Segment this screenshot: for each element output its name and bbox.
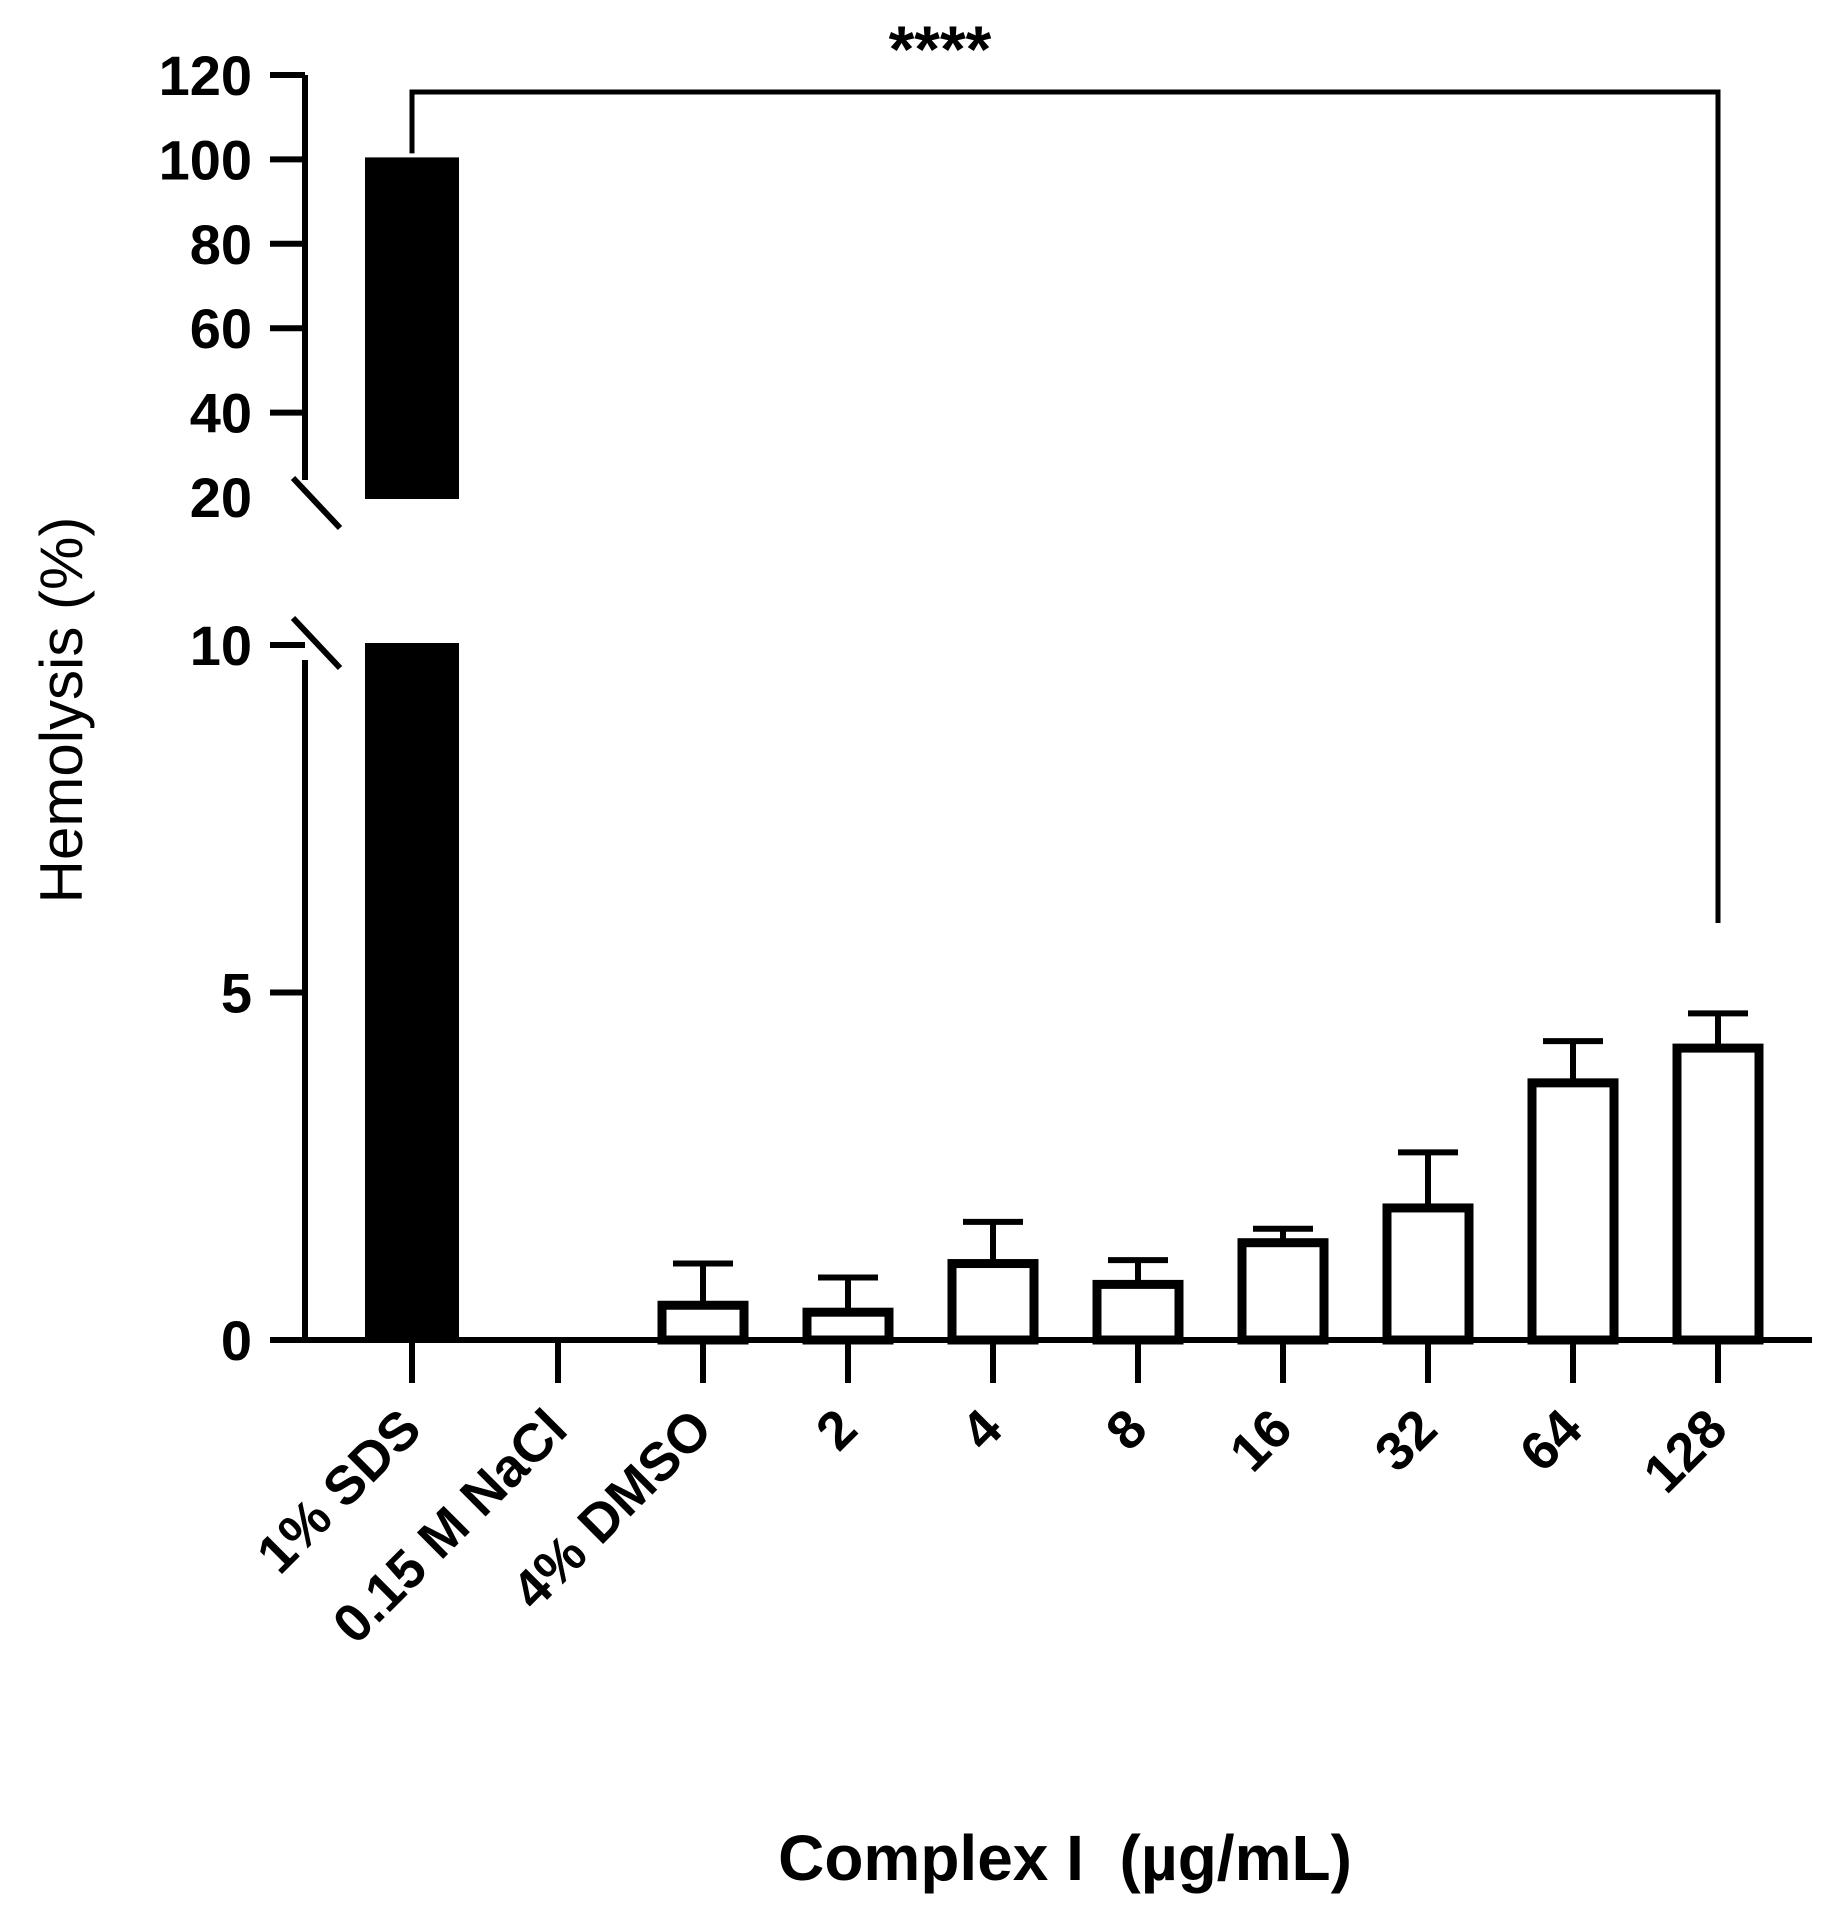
- x-tick-label: 2: [805, 1398, 869, 1462]
- bar: [947, 1259, 1039, 1345]
- significance-bracket-line: [409, 89, 1721, 923]
- axis-break-mark-upper: [290, 475, 343, 531]
- y-tick-label: 60: [190, 297, 252, 360]
- x-tick-label: 8: [1095, 1398, 1159, 1462]
- x-tick-label: 4: [950, 1398, 1014, 1462]
- bar: [802, 1307, 894, 1345]
- x-tick-label: 32: [1364, 1398, 1449, 1483]
- significance-label: ****: [889, 12, 992, 86]
- significance-bracket: ****: [409, 12, 1721, 923]
- bar: [1382, 1203, 1474, 1345]
- bar: [1237, 1238, 1329, 1345]
- bars: [365, 157, 1764, 1345]
- error-bars: [673, 1010, 1748, 1313]
- y-tick-label: 10: [190, 614, 252, 677]
- bar: [657, 1300, 749, 1345]
- bar: [1527, 1078, 1619, 1345]
- x-tick-label: 64: [1509, 1398, 1594, 1483]
- x-tick-label: 128: [1632, 1398, 1738, 1504]
- y-tick-label: 100: [159, 128, 252, 191]
- y-axis-title: Hemolysis (%): [28, 517, 95, 904]
- y-tick-label: 80: [190, 213, 252, 276]
- y-tick-label: 120: [159, 44, 252, 107]
- y-tick-label: 20: [190, 466, 252, 529]
- y-ticks: 0 5 10 20 40 60 80 100 120: [159, 44, 305, 1372]
- bar: [365, 157, 459, 499]
- x-tick-label: 16: [1219, 1398, 1304, 1483]
- y-tick-label: 40: [190, 382, 252, 445]
- y-tick-label: 0: [221, 1309, 252, 1372]
- x-axis-title: Complex I (µg/mL): [778, 1822, 1352, 1894]
- y-tick-label: 5: [221, 962, 252, 1025]
- axis-break-mark-lower: [290, 615, 343, 671]
- bar: [1092, 1279, 1184, 1345]
- bar: [365, 643, 459, 1342]
- bar: [1672, 1043, 1764, 1345]
